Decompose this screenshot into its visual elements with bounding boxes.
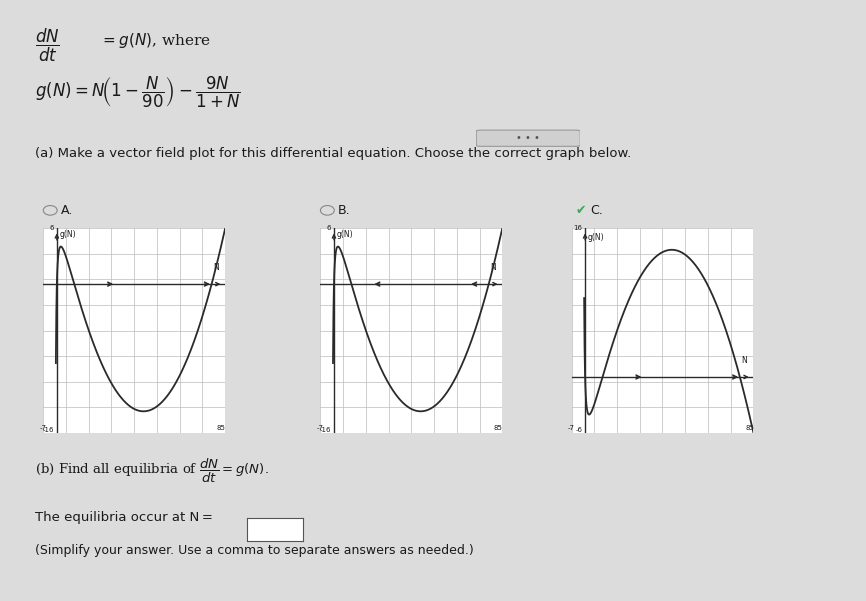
Text: -7: -7 — [568, 425, 575, 431]
Text: B.: B. — [338, 204, 351, 217]
Text: • • •: • • • — [516, 133, 540, 143]
Text: $g(N) = N\!\left(1 - \dfrac{N}{90}\right) - \dfrac{9N}{1+N}$: $g(N) = N\!\left(1 - \dfrac{N}{90}\right… — [35, 75, 240, 111]
Text: -16: -16 — [320, 427, 331, 433]
Text: 85: 85 — [745, 425, 754, 431]
Text: N: N — [213, 263, 219, 272]
Text: 6: 6 — [49, 225, 54, 231]
Text: (b) Find all equilibria of $\dfrac{dN}{dt} = g(N).$: (b) Find all equilibria of $\dfrac{dN}{d… — [35, 457, 268, 485]
Text: 6: 6 — [326, 225, 331, 231]
Text: The equilibria occur at N =: The equilibria occur at N = — [35, 511, 212, 524]
Text: C.: C. — [591, 204, 604, 217]
Text: (Simplify your answer. Use a comma to separate answers as needed.): (Simplify your answer. Use a comma to se… — [35, 544, 474, 557]
Text: 16: 16 — [573, 225, 582, 231]
Text: -6: -6 — [575, 427, 582, 433]
Text: ✔: ✔ — [576, 204, 586, 217]
Text: g(N): g(N) — [337, 230, 353, 239]
Text: N: N — [741, 356, 747, 365]
Text: A.: A. — [61, 204, 73, 217]
Text: -16: -16 — [42, 427, 54, 433]
Text: 85: 85 — [216, 425, 226, 431]
Text: -7: -7 — [317, 425, 324, 431]
FancyBboxPatch shape — [476, 130, 580, 146]
Text: -7: -7 — [40, 425, 47, 431]
Text: (a) Make a vector field plot for this differential equation. Choose the correct : (a) Make a vector field plot for this di… — [35, 147, 631, 160]
Text: $= g(N)$, where: $= g(N)$, where — [100, 31, 210, 50]
Text: g(N): g(N) — [60, 230, 76, 239]
Text: 85: 85 — [494, 425, 503, 431]
Text: $\dfrac{dN}{dt}$: $\dfrac{dN}{dt}$ — [35, 27, 60, 64]
Text: g(N): g(N) — [588, 233, 604, 242]
Text: N: N — [490, 263, 496, 272]
